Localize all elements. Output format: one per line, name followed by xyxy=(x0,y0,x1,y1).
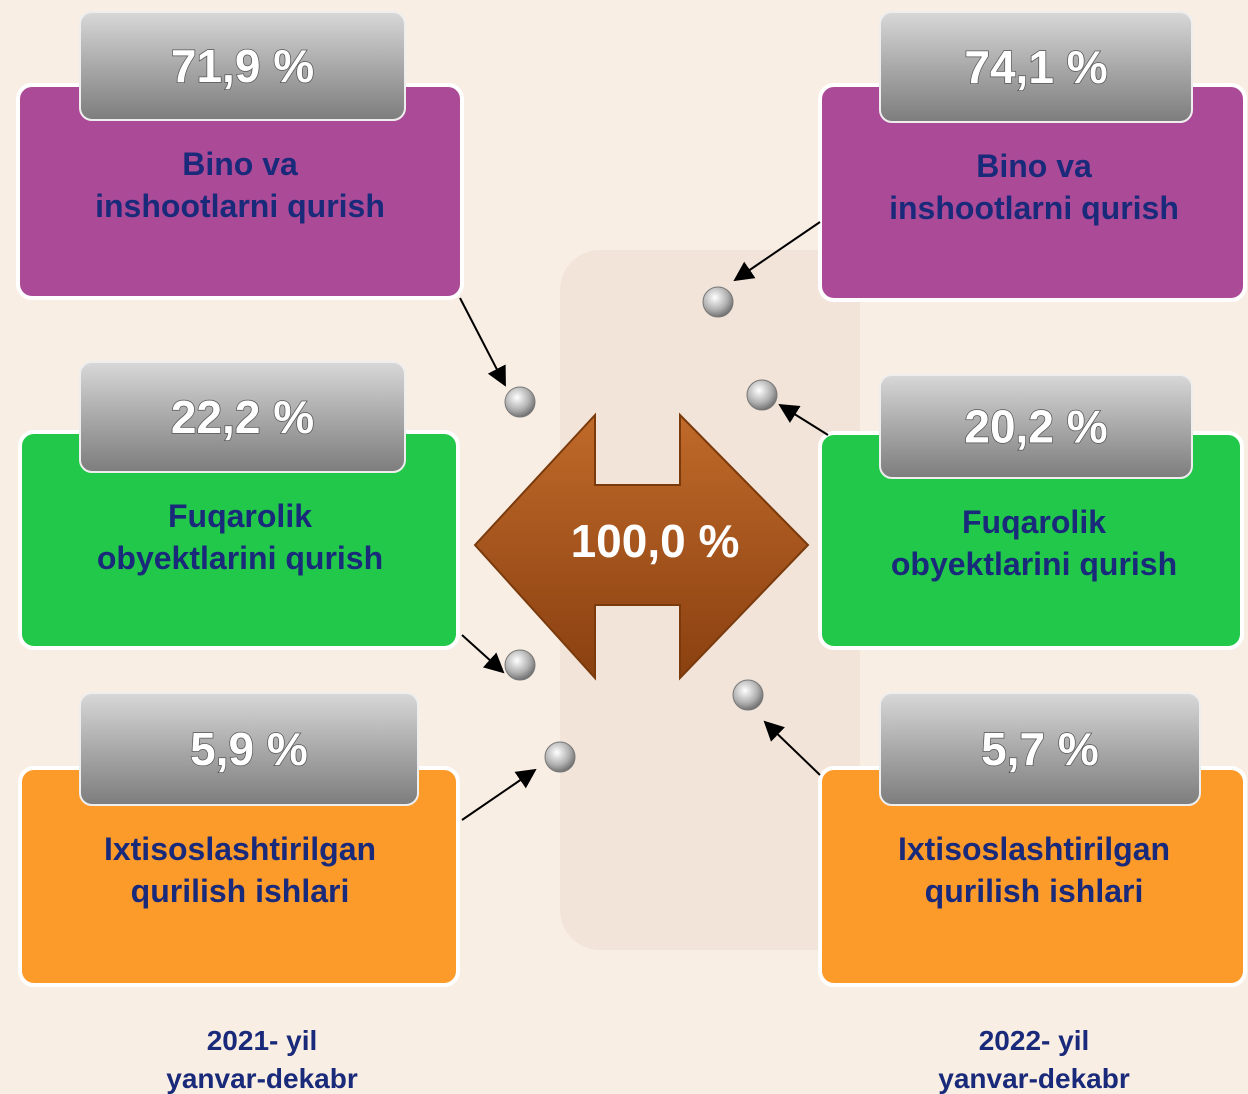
card-label: Ixtisoslashtirilgan xyxy=(104,831,376,867)
percent-tab xyxy=(879,692,1201,806)
percent: 71,9 % xyxy=(171,40,314,92)
card-label: Ixtisoslashtirilgan xyxy=(898,831,1170,867)
period: 2021- yil xyxy=(207,1025,318,1056)
period: 2022- yil xyxy=(979,1025,1090,1056)
card-label: inshootlarni qurish xyxy=(889,190,1179,226)
double-arrow xyxy=(473,412,810,681)
percent: 5,7 % xyxy=(981,723,1099,775)
percent: 20,2 % xyxy=(964,401,1107,453)
center-value: 100,0 % xyxy=(571,515,740,567)
card-label: Bino va xyxy=(182,146,298,182)
nodes xyxy=(504,286,778,773)
period: yanvar-dekabr xyxy=(938,1063,1130,1094)
percent: 74,1 % xyxy=(964,41,1107,93)
connectors xyxy=(459,221,829,821)
percent-tab xyxy=(79,361,406,473)
card-label: obyektlarini qurish xyxy=(97,540,383,576)
card-label: Fuqarolik xyxy=(962,504,1106,540)
percent-tab xyxy=(879,11,1193,123)
percent-tab xyxy=(879,374,1193,479)
period: yanvar-dekabr xyxy=(166,1063,358,1094)
card-label: obyektlarini qurish xyxy=(891,546,1177,582)
card-label: inshootlarni qurish xyxy=(95,188,385,224)
percent-tab xyxy=(79,11,406,121)
card-label: Bino va xyxy=(976,148,1092,184)
percent: 22,2 % xyxy=(171,391,314,443)
percent: 5,9 % xyxy=(190,723,308,775)
card-label: qurilish ishlari xyxy=(131,873,350,909)
percent-tab xyxy=(79,692,419,806)
card-label: Fuqarolik xyxy=(168,498,312,534)
card-label: qurilish ishlari xyxy=(925,873,1144,909)
